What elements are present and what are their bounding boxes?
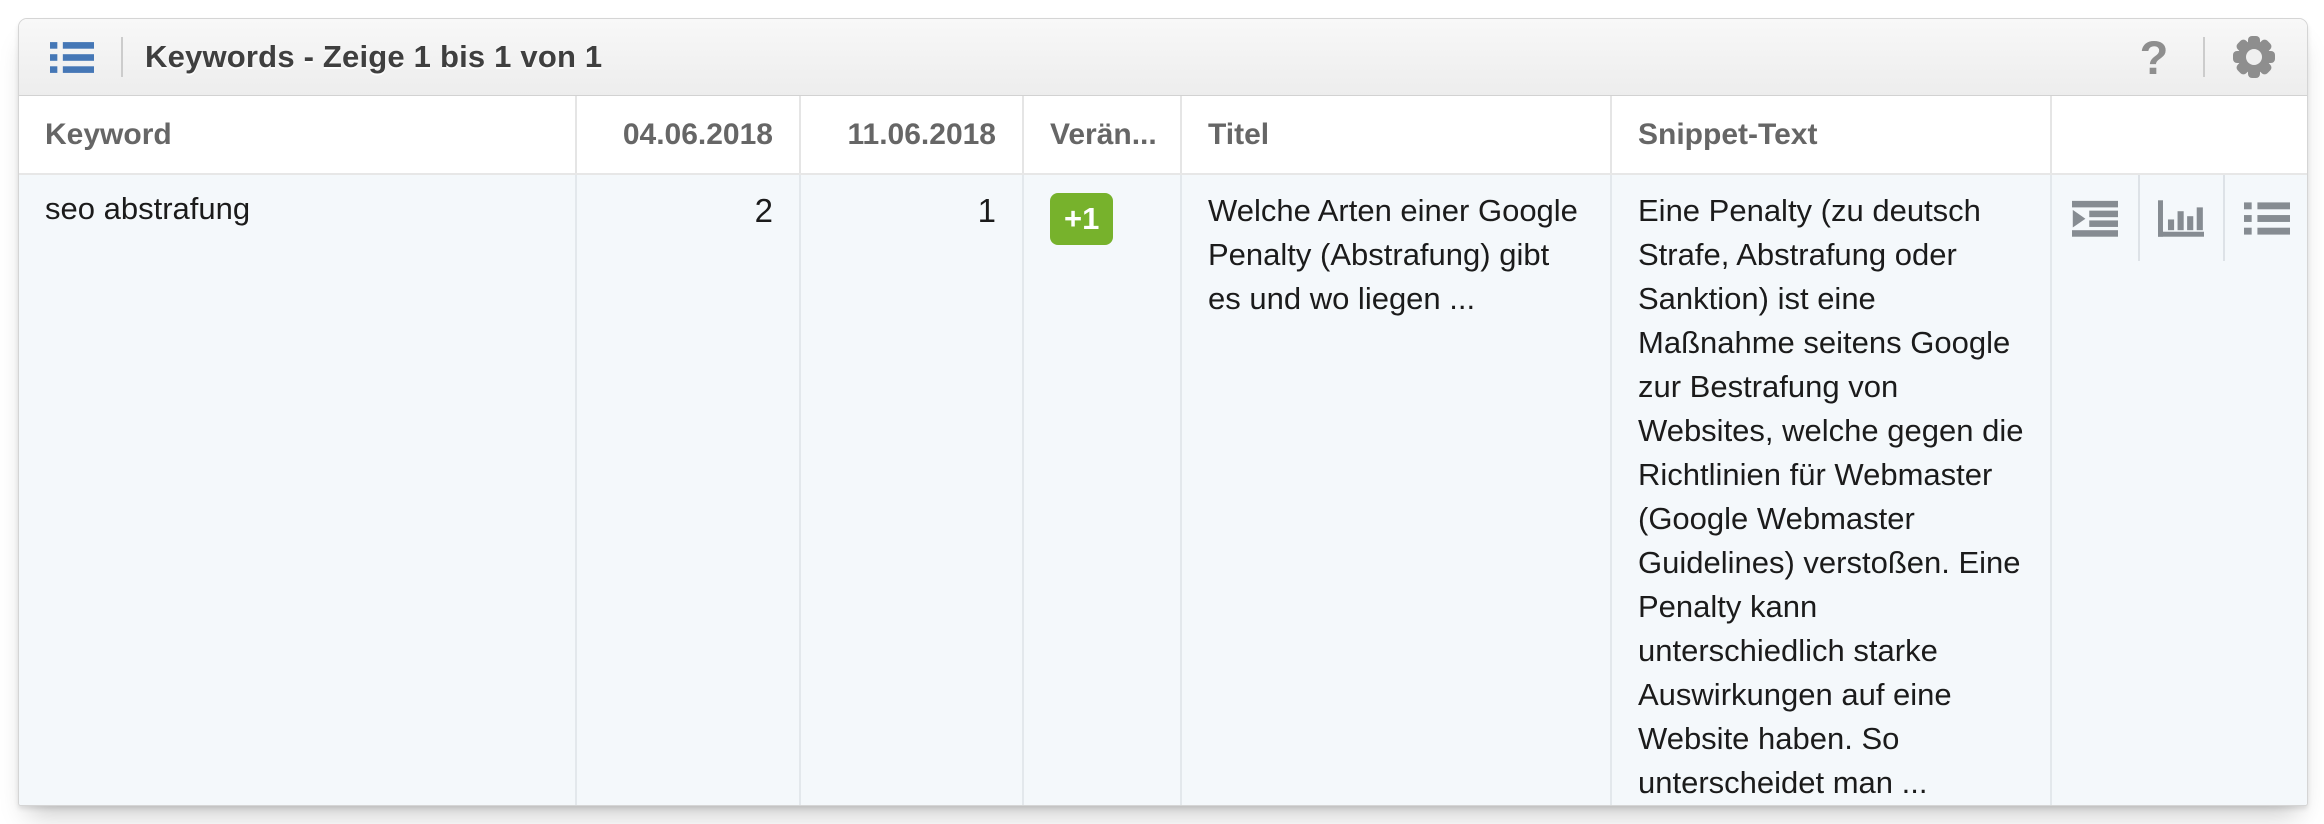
keywords-panel: Keywords - Zeige 1 bis 1 von 1 ? <box>18 18 2308 806</box>
settings-button[interactable] <box>2227 30 2281 84</box>
column-header-date2[interactable]: 11.06.2018 <box>799 96 1023 175</box>
menu-list-icon[interactable] <box>45 30 99 84</box>
column-header-keyword[interactable]: Keyword <box>19 96 576 175</box>
column-header-change[interactable]: Verän... <box>1022 96 1181 175</box>
help-button[interactable]: ? <box>2127 30 2181 84</box>
keyword-cell: seo abstrafung <box>19 174 576 805</box>
toolbar-divider <box>2203 37 2205 77</box>
list-icon <box>50 41 94 73</box>
titel-cell: Welche Arten einer Google Penalty (Abstr… <box>1180 174 1611 805</box>
options-list-button[interactable] <box>2223 175 2307 261</box>
question-mark-icon: ? <box>2139 30 2169 84</box>
list-icon <box>2244 201 2291 235</box>
toolbar-divider <box>121 37 123 77</box>
snippet-cell: Eine Penalty (zu deutsch Strafe, Abstraf… <box>1610 174 2051 805</box>
column-header-snippet[interactable]: Snippet-Text <box>1610 96 2051 175</box>
table-header-row: Keyword 04.06.2018 11.06.2018 Verän... T… <box>19 96 2307 175</box>
actions-cell <box>2050 174 2307 805</box>
panel-toolbar: Keywords - Zeige 1 bis 1 von 1 ? <box>19 19 2307 96</box>
change-badge: +1 <box>1050 193 1114 245</box>
column-header-date1[interactable]: 04.06.2018 <box>575 96 800 175</box>
column-header-actions <box>2050 96 2307 175</box>
gear-icon <box>2233 36 2275 78</box>
history-chart-button[interactable] <box>2137 175 2224 261</box>
serp-detail-button[interactable] <box>2052 175 2138 261</box>
position-date2-cell: 1 <box>799 174 1023 805</box>
change-cell: +1 <box>1022 174 1181 805</box>
keywords-table: Keyword 04.06.2018 11.06.2018 Verän... T… <box>19 96 2307 805</box>
indent-icon <box>2071 200 2118 237</box>
panel-title: Keywords - Zeige 1 bis 1 von 1 <box>145 39 603 74</box>
table-row: seo abstrafung 2 1 +1 Welche Arten einer… <box>19 174 2307 805</box>
bar-chart-icon <box>2158 199 2205 237</box>
column-header-titel[interactable]: Titel <box>1180 96 1611 175</box>
position-date1-cell: 2 <box>575 174 800 805</box>
